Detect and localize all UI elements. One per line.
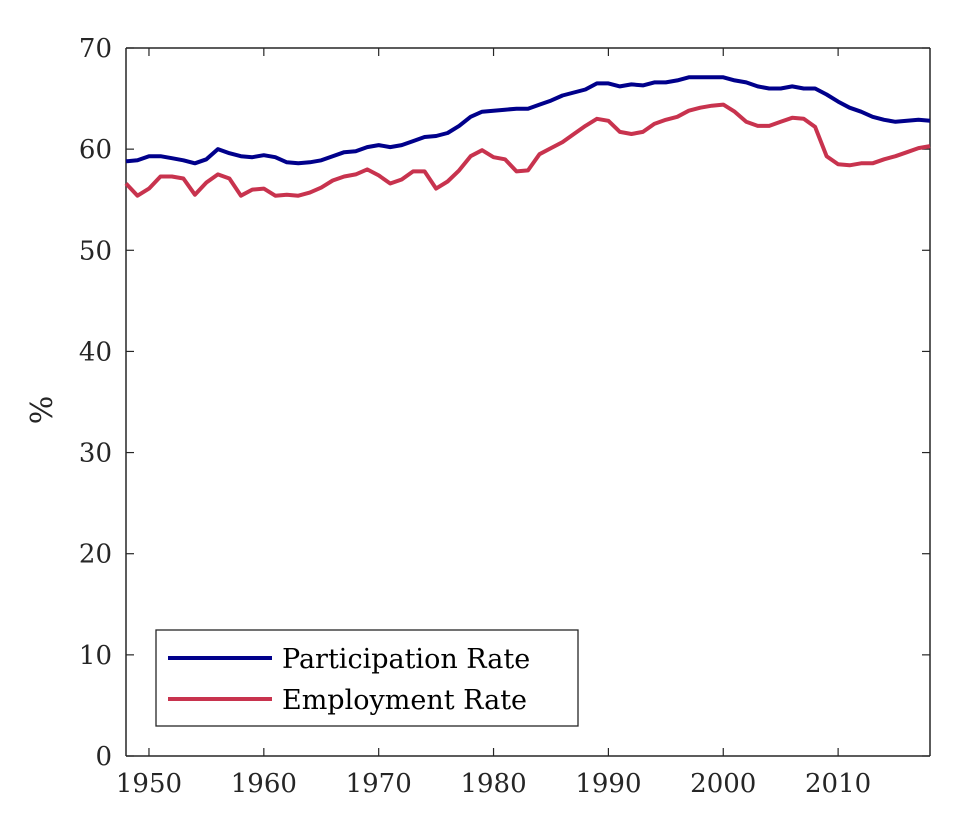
series-layer (124, 75, 931, 198)
y-tick-label: 70 (79, 34, 112, 64)
plot-area (125, 47, 931, 757)
legend-box (155, 629, 579, 727)
legend-label-employment: Employment Rate (282, 685, 527, 716)
y-tick-label: 60 (79, 135, 112, 165)
y-tick-label: 20 (79, 540, 112, 570)
participation-rate-line (125, 75, 931, 166)
x-tick-label: 2010 (805, 769, 871, 799)
y-axis-label: % (25, 396, 60, 425)
x-tick-label: 1980 (460, 769, 526, 799)
y-tick-label: 10 (79, 641, 112, 671)
x-tick-label: 2000 (690, 769, 756, 799)
y-tick-label: 50 (79, 236, 112, 266)
y-axis-ticks: 0 10 20 30 40 50 60 70 (79, 34, 930, 772)
x-axis-ticks: 1950 1960 1970 1980 1990 2000 2010 (116, 48, 871, 799)
y-tick-label: 0 (95, 742, 112, 772)
legend: Participation Rate Employment Rate (155, 629, 579, 727)
y-tick-label: 30 (79, 439, 112, 469)
x-tick-label: 1970 (346, 769, 412, 799)
legend-label-participation: Participation Rate (282, 644, 530, 675)
x-tick-label: 1950 (116, 769, 182, 799)
x-tick-label: 1990 (575, 769, 641, 799)
x-tick-label: 1960 (231, 769, 297, 799)
employment-rate-line (124, 102, 931, 198)
y-tick-label: 40 (79, 337, 112, 367)
